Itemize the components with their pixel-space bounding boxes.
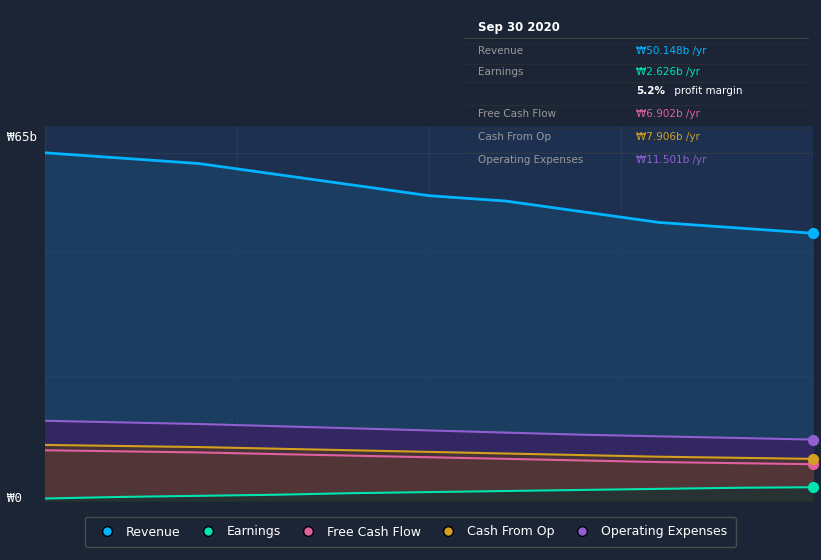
- Text: Free Cash Flow: Free Cash Flow: [478, 109, 556, 119]
- Text: Operating Expenses: Operating Expenses: [478, 155, 583, 165]
- Text: 5.2%: 5.2%: [636, 86, 665, 96]
- Text: ₩50.148b /yr: ₩50.148b /yr: [636, 46, 707, 56]
- Text: ₩11.501b /yr: ₩11.501b /yr: [636, 155, 707, 165]
- Legend: Revenue, Earnings, Free Cash Flow, Cash From Op, Operating Expenses: Revenue, Earnings, Free Cash Flow, Cash …: [85, 517, 736, 547]
- Text: ₩7.906b /yr: ₩7.906b /yr: [636, 132, 700, 142]
- Text: profit margin: profit margin: [671, 86, 742, 96]
- Point: [806, 435, 819, 444]
- Point: [806, 454, 819, 463]
- Text: ₩65b: ₩65b: [7, 130, 37, 144]
- Text: Cash From Op: Cash From Op: [478, 132, 551, 142]
- Point: [806, 483, 819, 492]
- Text: ₩2.626b /yr: ₩2.626b /yr: [636, 67, 700, 77]
- Text: Earnings: Earnings: [478, 67, 523, 77]
- Text: ₩6.902b /yr: ₩6.902b /yr: [636, 109, 700, 119]
- Text: Sep 30 2020: Sep 30 2020: [478, 21, 560, 34]
- Point: [806, 228, 819, 237]
- Text: ₩0: ₩0: [7, 492, 21, 505]
- Point: [806, 460, 819, 469]
- Text: Revenue: Revenue: [478, 46, 523, 56]
